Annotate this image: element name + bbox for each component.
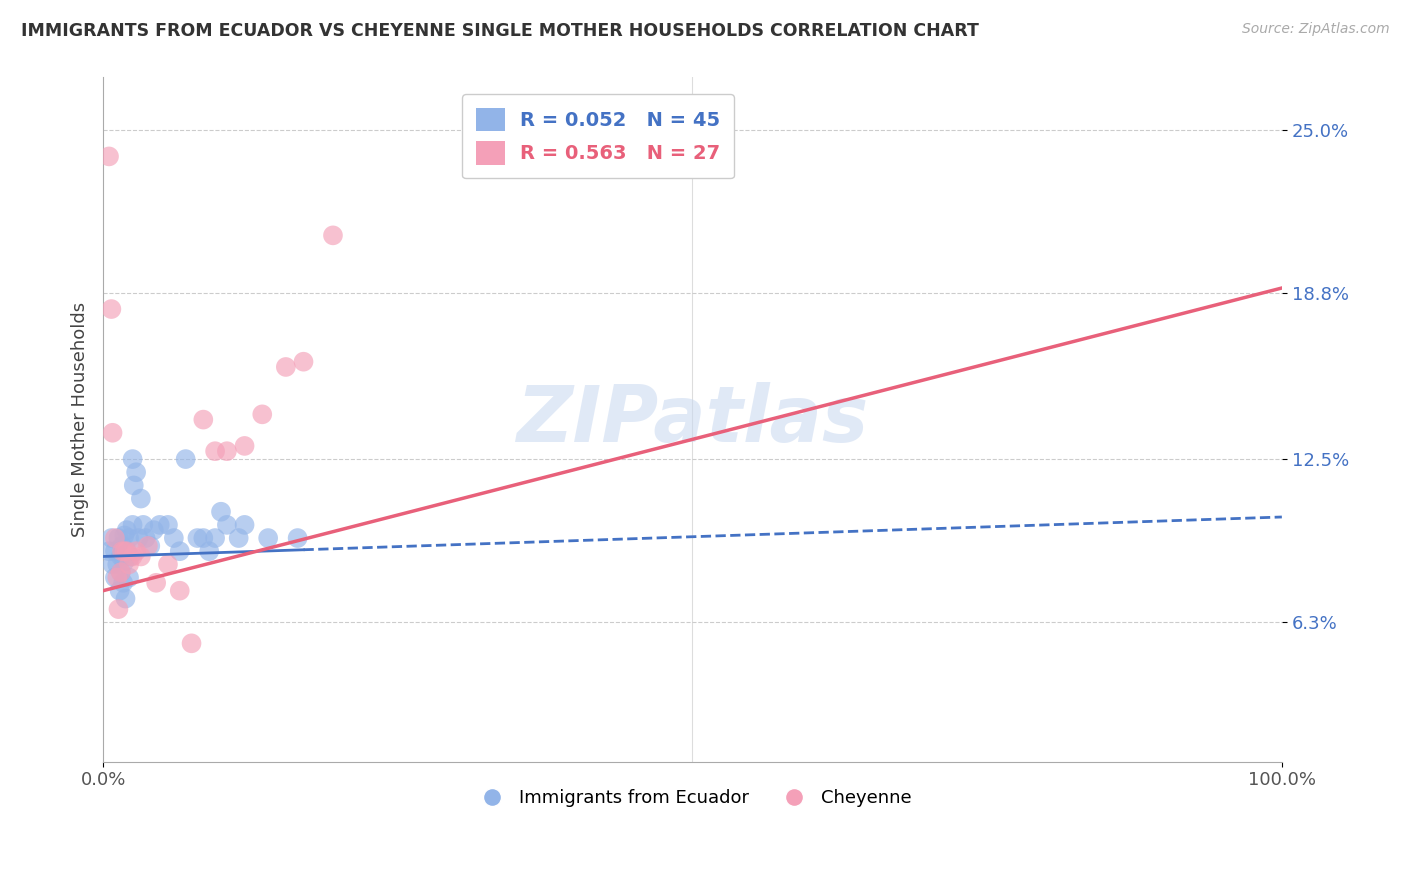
Point	[135, 531, 157, 545]
Text: IMMIGRANTS FROM ECUADOR VS CHEYENNE SINGLE MOTHER HOUSEHOLDS CORRELATION CHART: IMMIGRANTS FROM ECUADOR VS CHEYENNE SING…	[21, 22, 979, 40]
Point	[186, 531, 208, 545]
Point	[156, 558, 179, 572]
Point	[156, 517, 179, 532]
Point	[108, 583, 131, 598]
Point	[98, 544, 121, 558]
Point	[104, 570, 127, 584]
Point	[122, 478, 145, 492]
Point	[100, 531, 122, 545]
Point	[111, 539, 134, 553]
Point	[115, 544, 138, 558]
Point	[115, 544, 138, 558]
Point	[100, 301, 122, 316]
Point	[193, 412, 215, 426]
Point	[115, 523, 138, 537]
Point	[114, 591, 136, 606]
Point	[252, 408, 274, 422]
Point	[292, 354, 315, 368]
Point	[129, 491, 152, 506]
Y-axis label: Single Mother Households: Single Mother Households	[72, 302, 89, 537]
Point	[104, 544, 127, 558]
Point	[180, 636, 202, 650]
Point	[132, 517, 155, 532]
Point	[142, 523, 165, 537]
Point	[107, 602, 129, 616]
Point	[149, 517, 172, 532]
Point	[105, 570, 128, 584]
Point	[204, 531, 226, 545]
Point	[228, 531, 250, 545]
Point	[204, 444, 226, 458]
Point	[120, 549, 142, 564]
Text: Source: ZipAtlas.com: Source: ZipAtlas.com	[1241, 22, 1389, 37]
Point	[118, 558, 141, 572]
Point	[101, 425, 124, 440]
Point	[112, 544, 135, 558]
Point	[287, 531, 309, 545]
Point	[163, 531, 186, 545]
Point	[111, 544, 134, 558]
Point	[193, 531, 215, 545]
Point	[98, 149, 121, 163]
Point	[215, 444, 238, 458]
Point	[145, 575, 167, 590]
Text: ZIPatlas: ZIPatlas	[516, 382, 869, 458]
Point	[257, 531, 280, 545]
Point	[112, 575, 135, 590]
Point	[174, 452, 197, 467]
Point	[112, 528, 135, 542]
Point	[274, 359, 297, 374]
Point	[169, 583, 191, 598]
Point	[121, 452, 143, 467]
Legend: Immigrants from Ecuador, Cheyenne: Immigrants from Ecuador, Cheyenne	[467, 782, 918, 814]
Point	[129, 549, 152, 564]
Point	[198, 544, 221, 558]
Point	[127, 531, 149, 545]
Point	[112, 555, 135, 569]
Point	[136, 539, 159, 553]
Point	[101, 558, 124, 572]
Point	[110, 549, 132, 564]
Point	[215, 517, 238, 532]
Point	[233, 517, 256, 532]
Point	[121, 549, 143, 564]
Point	[105, 558, 128, 572]
Point	[125, 465, 148, 479]
Point	[107, 531, 129, 545]
Point	[233, 439, 256, 453]
Point	[209, 505, 232, 519]
Point	[125, 544, 148, 558]
Point	[121, 517, 143, 532]
Point	[169, 544, 191, 558]
Point	[118, 531, 141, 545]
Point	[139, 539, 162, 553]
Point	[110, 566, 132, 580]
Point	[110, 566, 132, 580]
Point	[322, 228, 344, 243]
Point	[118, 570, 141, 584]
Point	[104, 531, 127, 545]
